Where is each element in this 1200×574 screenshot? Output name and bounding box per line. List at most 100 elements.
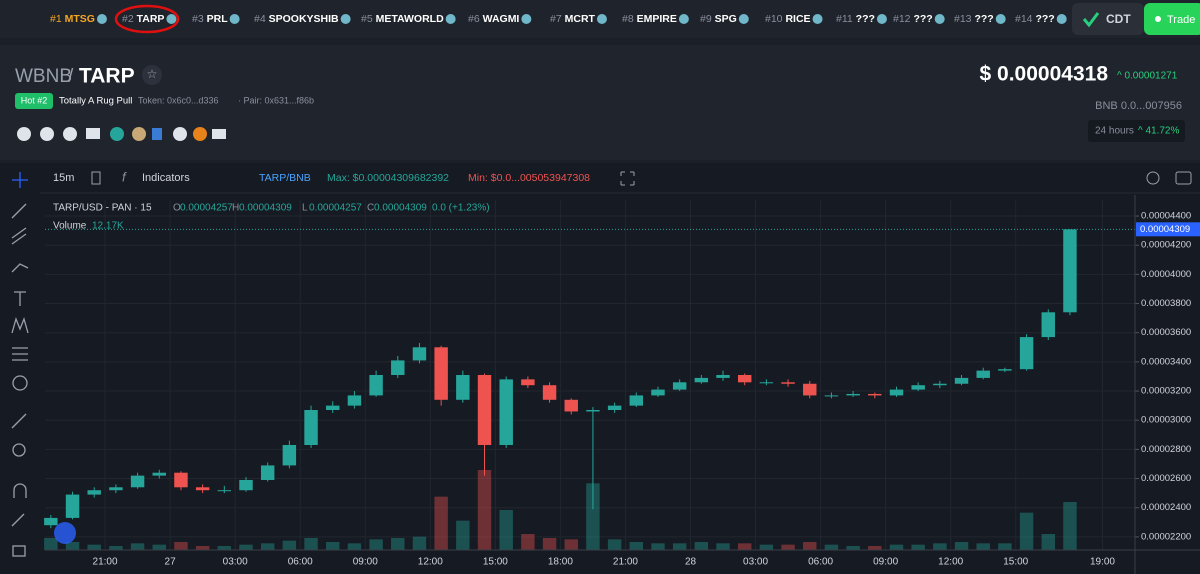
red-circle	[114, 4, 180, 34]
x-tick-label: 12:00	[938, 557, 963, 568]
candle-body	[434, 347, 448, 400]
lock-tool[interactable]	[12, 545, 26, 557]
last-price-label: 0.00004309	[1140, 224, 1190, 235]
volume-bar	[672, 543, 687, 550]
ticker-item[interactable]: #6 WAGMI	[468, 13, 519, 25]
fullscreen-icon[interactable]	[620, 171, 635, 186]
icon[interactable]	[110, 127, 124, 141]
x-tick-label: 06:00	[808, 557, 833, 568]
min-price: Min: $0.0...005053947308	[468, 172, 590, 184]
volume-bar	[304, 538, 318, 550]
ticker-item[interactable]: #11 ???	[836, 13, 875, 25]
icon[interactable]	[173, 127, 187, 141]
ticker-name: SPG	[715, 13, 737, 25]
line-tool[interactable]	[11, 203, 27, 219]
favorite-button[interactable]	[142, 65, 162, 85]
ticker-item[interactable]: #2 TARP	[122, 13, 164, 25]
legend-c: 0.00004309	[374, 203, 427, 214]
x-tick-label: 28	[685, 557, 697, 568]
ticker-item[interactable]: #10 RICE	[765, 13, 811, 25]
y-tick-label: 0.00002400	[1141, 502, 1191, 513]
icon[interactable]	[132, 127, 146, 141]
candle-body	[868, 393, 882, 396]
ruler-tool[interactable]	[11, 413, 27, 429]
volume-bar	[44, 538, 58, 550]
volume-bar	[174, 542, 188, 550]
ticker-name: ???	[913, 13, 932, 25]
measure-tool[interactable]	[12, 347, 28, 361]
lock-draw-tool[interactable]	[11, 513, 25, 527]
cdt-button[interactable]	[1072, 3, 1144, 35]
ticker-item[interactable]: #8 EMPIRE	[622, 13, 677, 25]
drawing-tools	[11, 172, 29, 557]
volume-bar	[868, 546, 882, 550]
ticker-item[interactable]: #5 METAWORLD	[361, 13, 444, 25]
volume-bar	[803, 542, 817, 550]
indicators-button[interactable]: Indicators	[142, 172, 190, 184]
pair-address[interactable]: · Pair: 0x631...f86b	[238, 95, 314, 105]
ticker-item[interactable]: #4 SPOOKYSHIB	[254, 13, 339, 25]
ticker-icon	[521, 14, 532, 24]
ticker-name: MCRT	[565, 13, 596, 25]
cdt-label: CDT	[1106, 12, 1131, 26]
logo-badge	[54, 522, 76, 544]
ticker-item[interactable]: #12 ???	[893, 13, 933, 25]
y-tick-label: 0.00003000	[1141, 415, 1191, 426]
volume-bar	[477, 470, 492, 550]
emoji-tool[interactable]	[12, 375, 28, 391]
icon[interactable]	[40, 127, 54, 141]
icon[interactable]	[17, 127, 31, 141]
base-symbol: WBNB	[15, 66, 72, 87]
magnet-tool[interactable]	[13, 483, 27, 498]
candle-body	[998, 369, 1012, 371]
candle-body	[347, 395, 362, 406]
fib-tool[interactable]	[11, 227, 27, 245]
legend-symbol: TARP/USD - PAN · 15	[53, 203, 152, 214]
icon[interactable]	[86, 128, 100, 139]
candle-body	[737, 375, 752, 383]
settings-icon[interactable]	[1146, 171, 1160, 185]
candle-body	[586, 410, 600, 412]
legend-c-label: C	[367, 203, 374, 214]
volume-bar	[542, 538, 557, 550]
candle-body	[152, 472, 166, 476]
trade-dot	[1155, 16, 1161, 22]
ticker-rank: #11	[836, 13, 853, 25]
candle-body	[933, 383, 947, 386]
ticker-item[interactable]: #9 SPG	[700, 13, 737, 25]
ticker-item[interactable]: #1 MTSG	[50, 13, 95, 25]
token-address[interactable]: Token: 0x6c0...d336	[138, 95, 219, 105]
ticker-item[interactable]: #3 PRL	[192, 13, 228, 25]
candle-body	[130, 475, 145, 488]
ticker-item[interactable]: #14 ???	[1015, 13, 1055, 25]
ticker-name: TARP	[137, 13, 165, 25]
y-tick-label: 0.00004000	[1141, 269, 1191, 280]
snapshot-icon[interactable]	[1175, 171, 1192, 185]
trade-button[interactable]	[1144, 3, 1200, 35]
volume-bar	[564, 539, 578, 550]
x-tick-label: 12:00	[418, 557, 443, 568]
volume-bar	[499, 510, 513, 550]
icon[interactable]	[212, 129, 226, 139]
ticker-item[interactable]: #7 MCRT	[550, 13, 596, 25]
volume-bar	[759, 544, 774, 550]
ticker-name: ???	[856, 13, 875, 25]
brush-tool[interactable]	[11, 263, 29, 273]
candle-body	[1041, 312, 1055, 338]
candle-type-icon[interactable]	[91, 171, 101, 185]
ticker-icon	[934, 14, 945, 24]
pattern-tool[interactable]	[11, 316, 29, 334]
ticker-icon	[166, 14, 177, 24]
text-tool[interactable]	[14, 291, 26, 306]
icon[interactable]	[193, 127, 207, 141]
icon[interactable]	[63, 127, 77, 141]
ticker-rank: #13	[954, 13, 972, 25]
icon[interactable]	[152, 128, 162, 140]
ticker-item[interactable]: #13 ???	[954, 13, 994, 25]
interval[interactable]: 15m	[53, 172, 74, 184]
candle-body	[369, 375, 383, 396]
pair-toggle[interactable]: TARP/BNB	[259, 172, 311, 184]
period-box	[1088, 120, 1185, 142]
zoom-tool[interactable]	[12, 443, 26, 457]
crosshair-tool[interactable]	[12, 172, 28, 188]
